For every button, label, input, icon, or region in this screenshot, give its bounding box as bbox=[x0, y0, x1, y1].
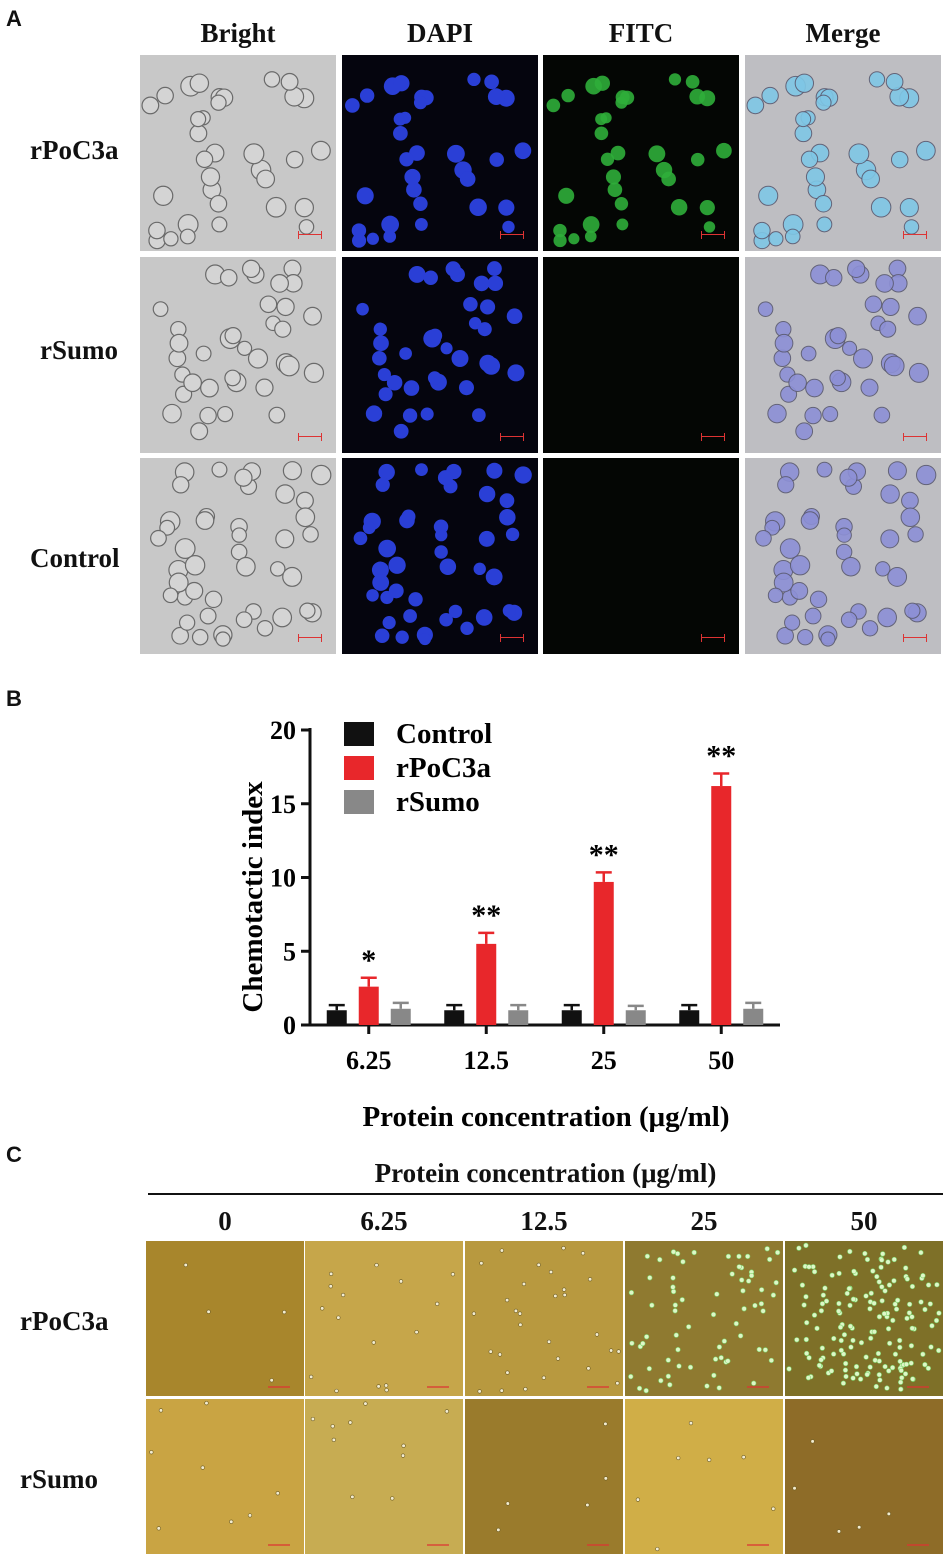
scale-bar bbox=[500, 433, 524, 441]
bar-rpoc3a-12.5 bbox=[476, 943, 497, 1025]
micrograph-rsumo-merge bbox=[745, 257, 941, 453]
micrograph-rsumo-bright bbox=[140, 257, 336, 453]
legend-swatch-rsumo bbox=[344, 790, 374, 814]
bar-control-12.5 bbox=[444, 1010, 465, 1025]
migration-rpoc3a-25 bbox=[625, 1241, 783, 1396]
migration-rpoc3a-12.5 bbox=[465, 1241, 623, 1396]
migration-rpoc3a-6.25 bbox=[305, 1241, 463, 1396]
micrograph-control-merge bbox=[745, 458, 941, 654]
migration-rsumo-50 bbox=[785, 1399, 943, 1554]
migration-rpoc3a-0 bbox=[146, 1241, 304, 1396]
legend-label-rpoc3a: rPoC3a bbox=[396, 752, 492, 784]
legend-swatch-rpoc3a bbox=[344, 756, 374, 780]
scale-bar bbox=[701, 433, 725, 441]
row-header-control: Control bbox=[30, 543, 120, 573]
y-tick-label: 15 bbox=[270, 790, 296, 819]
scale-bar bbox=[903, 634, 927, 642]
scale-bar bbox=[298, 433, 322, 441]
micrograph-rpoc3a-bright bbox=[140, 55, 336, 251]
c-row-header-rpoc3a: rPoC3a bbox=[20, 1306, 109, 1336]
y-tick-label: 5 bbox=[283, 937, 296, 966]
bar-control-50 bbox=[679, 1010, 700, 1025]
legend-swatch-control bbox=[344, 722, 374, 746]
micrograph-rpoc3a-merge bbox=[745, 55, 941, 251]
bar-rpoc3a-25 bbox=[593, 881, 614, 1025]
col-header-dapi: DAPI bbox=[407, 18, 473, 48]
c-col-header-0: 0 bbox=[218, 1206, 232, 1236]
micrograph-rsumo-fitc bbox=[543, 257, 739, 453]
y-tick-label: 10 bbox=[270, 864, 296, 893]
scale-bar bbox=[701, 634, 725, 642]
panel-label-a: A bbox=[6, 6, 22, 31]
migration-rpoc3a-50 bbox=[785, 1241, 943, 1396]
bar-control-6.25 bbox=[326, 1010, 347, 1025]
col-header-merge: Merge bbox=[805, 18, 881, 48]
bar-rsumo-6.25 bbox=[390, 1008, 411, 1025]
significance-marker: ** bbox=[471, 899, 501, 932]
micrograph-control-fitc bbox=[543, 458, 739, 654]
micrograph-control-bright bbox=[140, 458, 336, 654]
panel-label-c: C bbox=[6, 1142, 22, 1167]
chemotactic-index-chart: 0 5 10 15 20 6.25 * 12.5 ** 25 ** 50 ** ControlrPoC3a… bbox=[237, 716, 780, 1133]
significance-marker: ** bbox=[706, 740, 736, 773]
bar-rsumo-25 bbox=[625, 1010, 646, 1025]
x-tick-label: 6.25 bbox=[346, 1046, 392, 1075]
micrograph-rsumo-dapi bbox=[342, 257, 538, 453]
micrograph-rpoc3a-dapi bbox=[342, 55, 538, 251]
panel-label-b: B bbox=[6, 686, 22, 711]
legend-label-control: Control bbox=[396, 718, 492, 750]
x-tick-label: 25 bbox=[591, 1046, 617, 1075]
bar-rpoc3a-50 bbox=[711, 786, 732, 1025]
c-row-header-rsumo: rSumo bbox=[20, 1464, 99, 1494]
c-col-header-50: 50 bbox=[850, 1206, 878, 1236]
significance-marker: * bbox=[361, 944, 376, 977]
migration-rsumo-12.5 bbox=[465, 1399, 623, 1554]
scale-bar bbox=[500, 231, 524, 239]
bar-rpoc3a-6.25 bbox=[358, 986, 379, 1025]
c-col-header-6-25: 6.25 bbox=[360, 1206, 408, 1236]
col-header-fitc: FITC bbox=[608, 18, 674, 48]
migration-rsumo-25 bbox=[625, 1399, 783, 1554]
micrograph-rpoc3a-fitc bbox=[543, 55, 739, 251]
c-col-header-25: 25 bbox=[690, 1206, 718, 1236]
col-header-bright: Bright bbox=[200, 18, 276, 48]
y-tick-label: 0 bbox=[283, 1011, 296, 1040]
legend-label-rsumo: rSumo bbox=[396, 786, 480, 818]
x-tick-label: 50 bbox=[708, 1046, 734, 1075]
scale-bar bbox=[500, 634, 524, 642]
scale-bar bbox=[298, 634, 322, 642]
migration-rsumo-0 bbox=[146, 1399, 304, 1554]
row-header-rsumo: rSumo bbox=[40, 335, 119, 365]
panel-c-header-rule bbox=[148, 1193, 943, 1195]
scale-bar bbox=[298, 231, 322, 239]
x-axis-label: Protein concentration (μg/ml) bbox=[362, 1101, 729, 1133]
significance-marker: ** bbox=[589, 838, 619, 871]
migration-rsumo-6.25 bbox=[305, 1399, 463, 1554]
micrograph-control-dapi bbox=[342, 458, 538, 654]
scale-bar bbox=[903, 433, 927, 441]
c-col-header-12-5: 12.5 bbox=[520, 1206, 568, 1236]
bar-rsumo-50 bbox=[743, 1008, 764, 1025]
scale-bar bbox=[903, 231, 927, 239]
bar-rsumo-12.5 bbox=[508, 1010, 529, 1025]
y-tick-label: 20 bbox=[270, 716, 296, 745]
y-axis-label: Chemotactic index bbox=[237, 781, 269, 1013]
panel-c-header: Protein concentration (μg/ml) bbox=[374, 1158, 717, 1188]
scale-bar bbox=[701, 231, 725, 239]
bar-control-25 bbox=[561, 1010, 582, 1025]
x-tick-label: 12.5 bbox=[464, 1046, 510, 1075]
row-header-rpoc3a: rPoC3a bbox=[30, 135, 119, 165]
